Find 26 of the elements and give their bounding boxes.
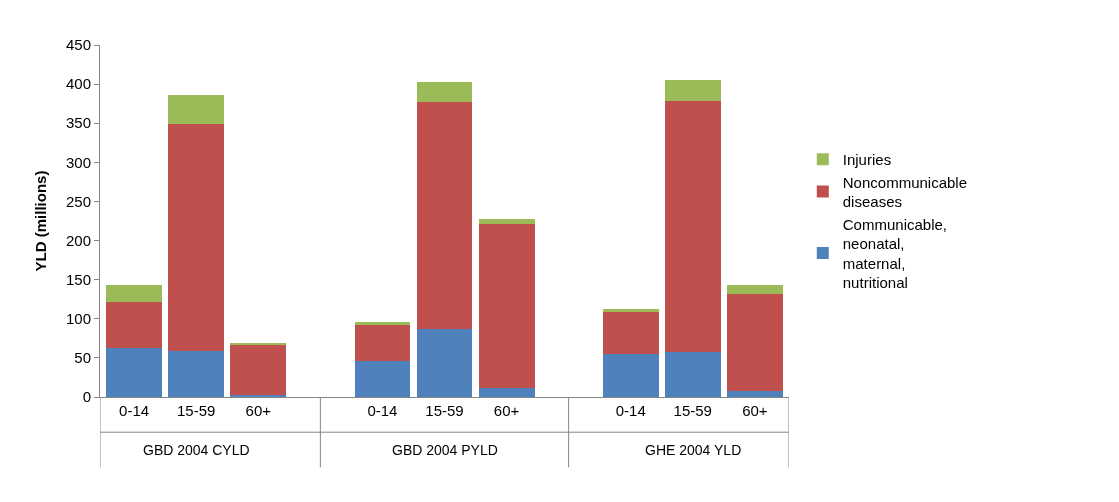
- x-tick-label: 0-14: [615, 402, 646, 419]
- y-tick-label: 0: [82, 388, 91, 406]
- y-tick-label: 250: [65, 192, 91, 210]
- x-tick-label: 15-59: [425, 402, 464, 419]
- x-tick-label: 60+: [493, 402, 520, 419]
- text: GHE 2004 YLD: [645, 442, 742, 458]
- x-tick-label: 15-59: [177, 402, 216, 419]
- legend-label: Injuries: [842, 151, 892, 169]
- y-tick-label: 350: [65, 114, 91, 132]
- y-tick-label: 200: [65, 231, 91, 249]
- x-tick-label: 60+: [742, 402, 768, 419]
- x-tick-label: 0-14: [367, 402, 398, 419]
- y-tick-label: 50: [74, 349, 91, 367]
- y-tick-label: 300: [65, 153, 91, 171]
- y-tick-label: 450: [65, 36, 91, 54]
- x-tick-label: 0-14: [119, 402, 150, 419]
- y-axis-title: YLD (millions): [32, 170, 50, 272]
- text: GBD 2004 PYLD: [392, 442, 498, 458]
- x-tick-label: 15-59: [673, 402, 712, 419]
- y-tick-label: 150: [65, 270, 91, 288]
- legend-label: Noncommunicable diseases: [842, 173, 968, 211]
- legend-label: Communicable, neonatal, maternal, nutritional: [842, 215, 947, 292]
- x-tick-label: 60+: [245, 402, 272, 419]
- y-tick-label: 400: [65, 75, 91, 93]
- y-tick-label: 100: [65, 310, 91, 328]
- text: GBD 2004 CYLD: [143, 442, 250, 458]
